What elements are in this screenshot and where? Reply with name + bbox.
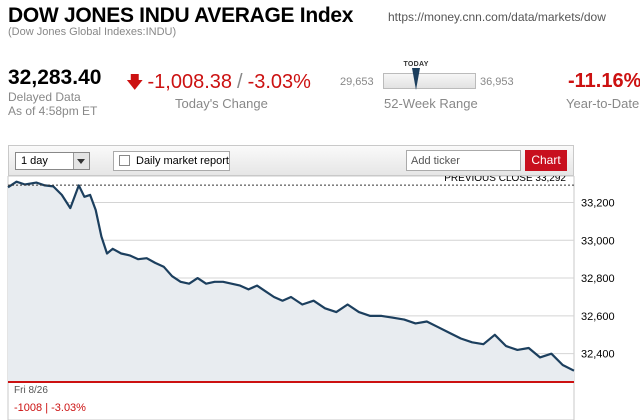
chart-footer-change: -1008 | -3.03% xyxy=(14,402,86,414)
range-low: 29,653 xyxy=(340,76,374,88)
price-line xyxy=(7,180,575,372)
y-tick-label: 33,200 xyxy=(581,197,615,209)
as-of-time: As of 4:58pm ET xyxy=(8,104,98,118)
page-title: DOW JONES INDU AVERAGE Index xyxy=(8,4,354,27)
daily-report-checkbox[interactable] xyxy=(119,155,130,166)
delayed-info: Delayed Data As of 4:58pm ET xyxy=(8,90,97,118)
todays-change-label: Today's Change xyxy=(175,96,268,111)
chart-button[interactable]: Chart xyxy=(525,150,567,171)
price-chart: PREVIOUS CLOSE 33,292 32,400 32,600 32,800… xyxy=(7,176,615,420)
add-ticker-input[interactable] xyxy=(406,150,521,171)
y-tick-label: 32,600 xyxy=(581,311,615,323)
price-area xyxy=(8,181,574,382)
range-today-label: TODAY xyxy=(403,61,429,68)
arrow-down-icon: 🡇 xyxy=(126,73,144,92)
range-high: 36,953 xyxy=(480,76,514,88)
daily-report-toggle[interactable]: Daily market report xyxy=(113,151,230,171)
y-tick-label: 32,400 xyxy=(581,349,615,361)
previous-close-label: PREVIOUS CLOSE 33,292 xyxy=(444,176,566,184)
change-points: -1,008.38 xyxy=(147,71,232,93)
last-price: 32,283.40 xyxy=(8,66,102,89)
range-label: 52-Week Range xyxy=(384,96,478,111)
ytd-value: -11.16% xyxy=(568,70,640,92)
range-bar xyxy=(383,73,476,89)
y-tick-label: 33,000 xyxy=(581,235,615,247)
daily-report-label: Daily market report xyxy=(136,155,229,167)
period-value: 1 day xyxy=(21,155,48,167)
delayed-label: Delayed Data xyxy=(8,90,81,104)
chart-date-label: Fri 8/26 xyxy=(14,385,48,396)
change-separator: / xyxy=(237,71,243,93)
page-url[interactable]: https://money.cnn.com/data/markets/dow xyxy=(388,10,606,24)
ytd-label: Year-to-Date xyxy=(566,96,640,111)
y-tick-label: 32,800 xyxy=(581,273,615,285)
chevron-down-icon[interactable] xyxy=(73,153,89,169)
todays-change: 🡇 -1,008.38/-3.03% xyxy=(126,70,311,99)
exchange-subtitle: (Dow Jones Global Indexes:INDU) xyxy=(8,26,177,38)
period-select[interactable]: 1 day xyxy=(15,152,90,170)
range-marker-icon xyxy=(412,68,421,90)
change-percent: -3.03% xyxy=(247,71,311,93)
